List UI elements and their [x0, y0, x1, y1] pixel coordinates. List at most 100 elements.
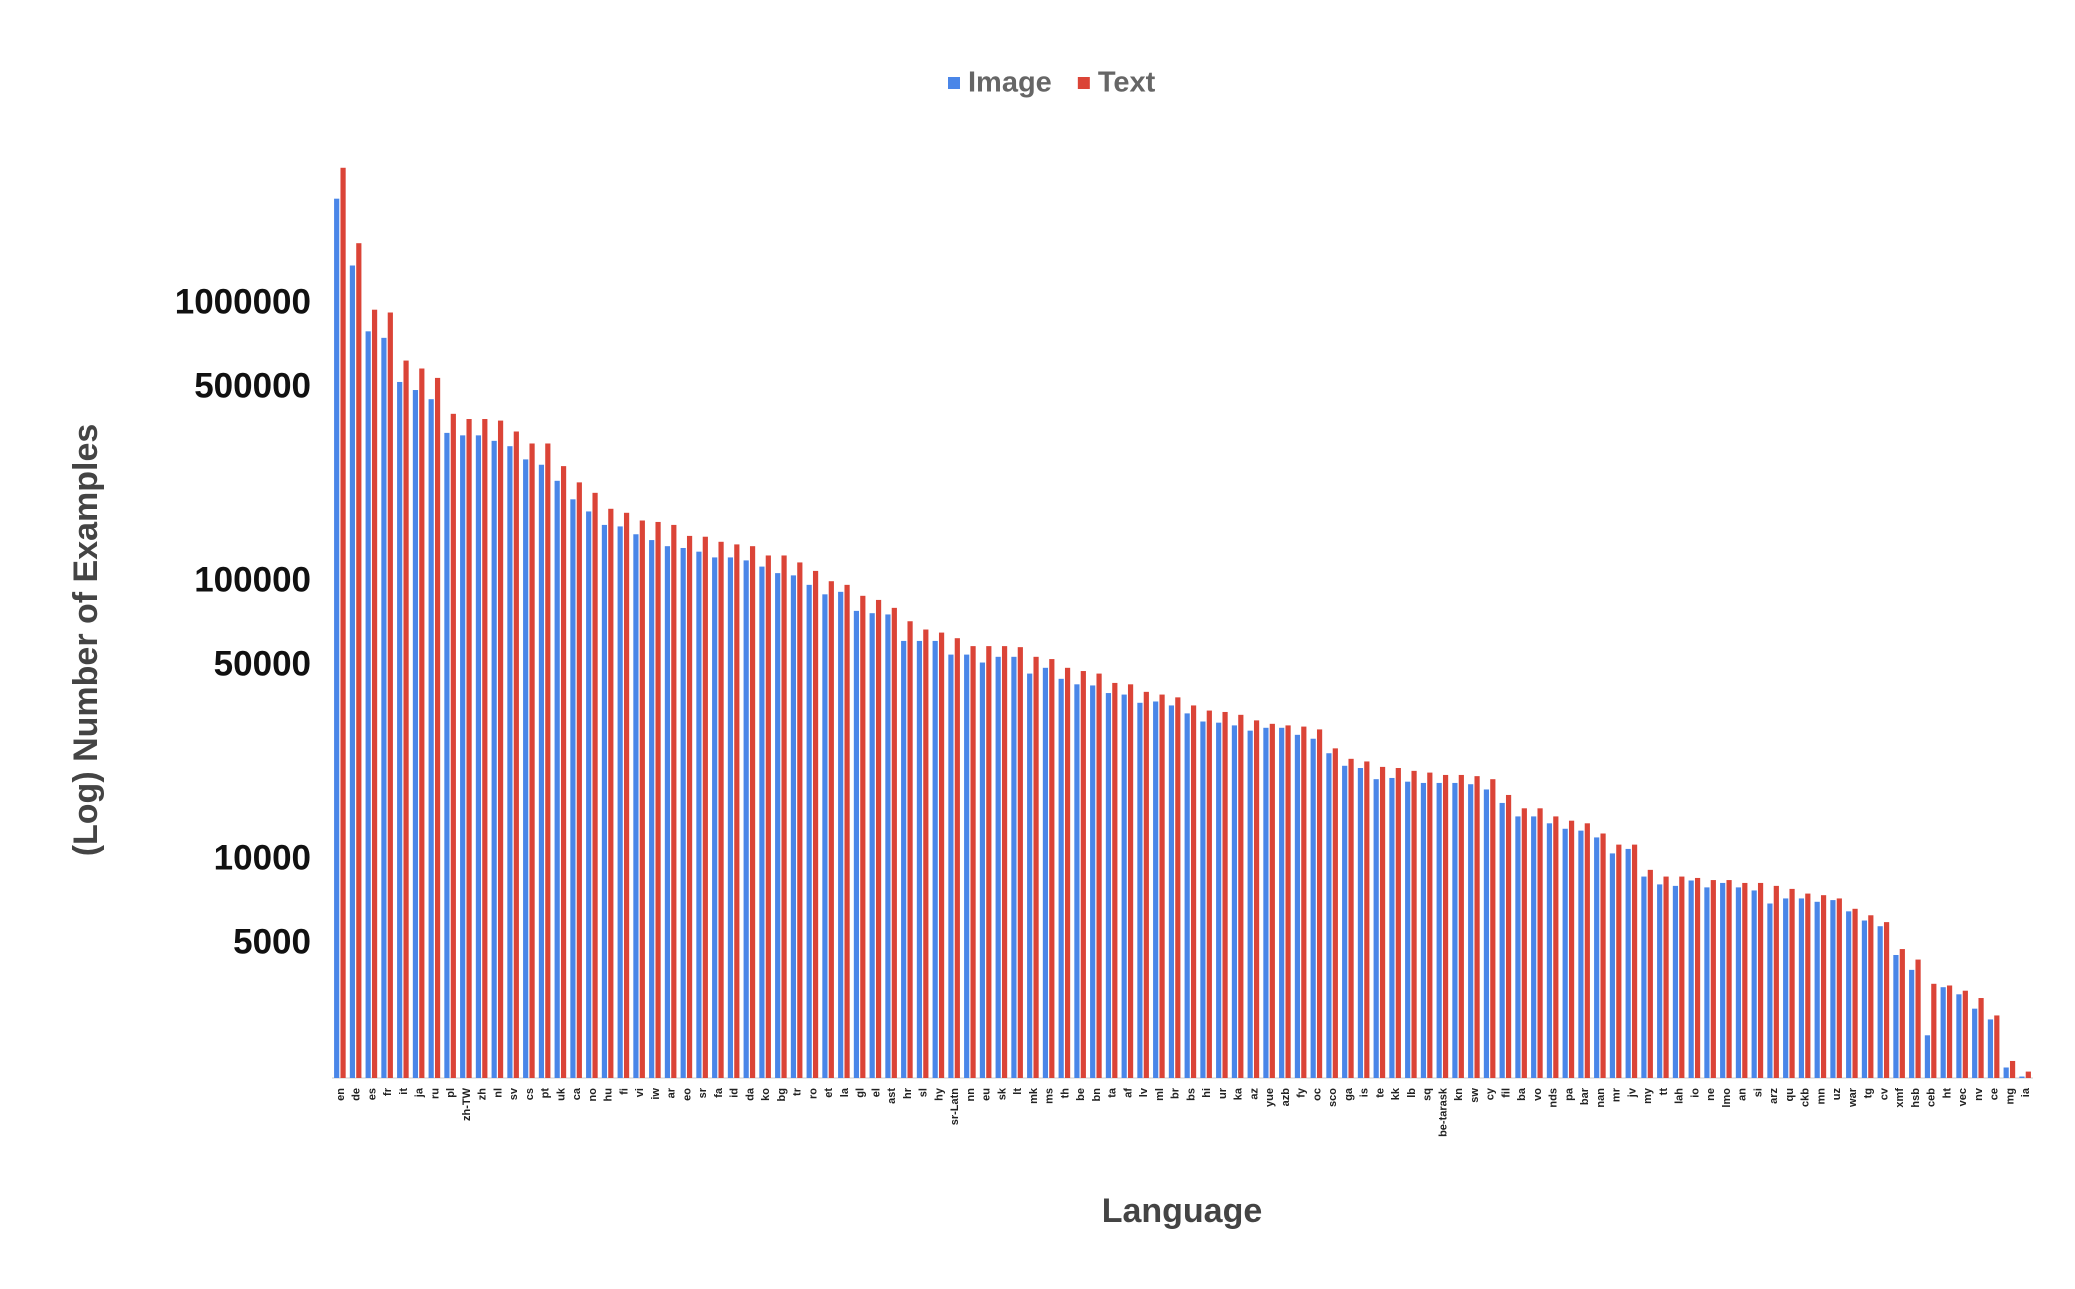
bar — [586, 511, 592, 1078]
bar — [1033, 656, 1039, 1078]
bar — [1531, 816, 1537, 1078]
bar — [901, 640, 907, 1078]
x-tick-label: yue — [1264, 1088, 1276, 1107]
bar — [1616, 844, 1622, 1078]
bar — [444, 432, 450, 1078]
bar — [1893, 954, 1899, 1078]
bar — [1789, 888, 1795, 1078]
x-tick-label: war — [1847, 1087, 1859, 1108]
x-tick-label: ast — [886, 1088, 898, 1104]
bar — [1159, 694, 1165, 1078]
bar — [1080, 671, 1086, 1078]
y-tick-label: 10000 — [214, 839, 311, 878]
bar — [1515, 816, 1521, 1078]
x-tick-label: la — [839, 1087, 851, 1097]
bar — [1909, 969, 1915, 1078]
bar — [1694, 877, 1701, 1078]
bar — [1751, 890, 1757, 1078]
x-tick-label: ru — [429, 1088, 441, 1099]
bar — [1301, 726, 1307, 1078]
bar — [1373, 779, 1379, 1078]
bar — [1499, 802, 1505, 1078]
legend-swatch — [1077, 77, 1090, 89]
x-tick-label: ms — [1044, 1088, 1056, 1104]
bar — [460, 435, 466, 1078]
x-tick-label: my — [1642, 1087, 1654, 1104]
x-tick-label: sr-Latn — [949, 1088, 961, 1126]
bar — [954, 638, 960, 1078]
bar — [1042, 667, 1049, 1078]
bar — [1326, 753, 1332, 1078]
bar — [1852, 908, 1858, 1078]
bar — [1247, 730, 1253, 1078]
x-tick-label: el — [870, 1088, 882, 1097]
bar — [1735, 887, 1742, 1078]
bar — [554, 480, 560, 1079]
x-tick-label: lmo — [1721, 1088, 1733, 1108]
bar — [466, 419, 472, 1078]
bar — [727, 557, 734, 1078]
x-tick-label: fil — [1500, 1088, 1512, 1098]
x-tick-label: sl — [918, 1088, 930, 1097]
bar — [1436, 782, 1442, 1078]
bar — [686, 535, 693, 1078]
x-tick-label: sk — [996, 1087, 1008, 1100]
x-tick-label: ba — [1516, 1087, 1528, 1101]
bar — [1679, 876, 1685, 1078]
bar — [1798, 898, 1805, 1078]
bar — [1594, 837, 1600, 1078]
bar — [1836, 898, 1842, 1078]
bar — [1505, 794, 1512, 1078]
bar — [1688, 880, 1694, 1078]
x-tick-label: ce — [1989, 1088, 2001, 1100]
x-tick-label: lb — [1406, 1088, 1418, 1098]
bar — [812, 570, 819, 1078]
bar — [1584, 823, 1590, 1078]
bar — [334, 198, 340, 1079]
bar — [1184, 713, 1190, 1078]
bar — [1105, 693, 1112, 1078]
bar — [1924, 1035, 1931, 1078]
bar — [1263, 727, 1269, 1078]
bar — [2003, 1067, 2009, 1078]
x-tick-label: gl — [855, 1088, 867, 1098]
x-axis-title: Language — [1102, 1192, 1263, 1230]
x-tick-label: fa — [713, 1087, 725, 1098]
bar — [923, 629, 929, 1078]
bar — [576, 482, 582, 1078]
x-tick-label: lah — [1674, 1088, 1686, 1104]
x-tick-label: ja — [414, 1087, 426, 1098]
bar — [1074, 684, 1080, 1078]
bar — [1216, 722, 1222, 1078]
bar — [671, 524, 677, 1078]
bar — [869, 613, 875, 1078]
x-tick-label: cv — [1878, 1087, 1890, 1100]
x-tick-label: vi — [634, 1088, 646, 1097]
bar — [1877, 926, 1883, 1078]
x-tick-label: zh-TW — [461, 1087, 473, 1121]
bar — [1663, 876, 1669, 1078]
bar — [1222, 711, 1228, 1078]
bar — [948, 654, 954, 1078]
x-tick-label: ro — [807, 1088, 819, 1099]
bar — [428, 399, 434, 1078]
bar — [1899, 949, 1905, 1078]
bar — [482, 419, 488, 1078]
bar — [1972, 1008, 1978, 1078]
bar — [1175, 697, 1181, 1078]
x-tick-label: pt — [540, 1088, 552, 1099]
x-tick-label: ar — [666, 1087, 678, 1098]
bar — [450, 413, 456, 1079]
x-tick-label: be — [1075, 1088, 1087, 1101]
bar — [885, 614, 891, 1078]
x-tick-label: tg — [1863, 1088, 1875, 1098]
bar — [964, 654, 970, 1078]
x-tick-label: lv — [1138, 1087, 1150, 1097]
bar — [1757, 882, 1764, 1078]
bar — [655, 521, 661, 1078]
bar — [702, 536, 708, 1078]
bar — [1814, 901, 1820, 1078]
x-tick-label: an — [1737, 1088, 1749, 1101]
